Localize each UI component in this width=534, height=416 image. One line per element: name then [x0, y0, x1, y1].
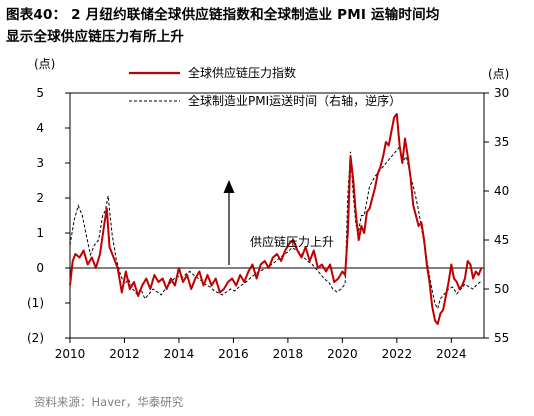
chart-title: 图表40： 2 月纽约联储全球供应链指数和全球制造业 PMI 运输时间均 显示全… — [6, 4, 530, 48]
right-tick-label: 30 — [494, 86, 509, 100]
left-tick-label: 2 — [36, 191, 44, 205]
left-tick-label: (1) — [27, 296, 44, 310]
chart-title-line1: 图表40： 2 月纽约联储全球供应链指数和全球制造业 PMI 运输时间均 — [6, 7, 440, 23]
legend: 全球供应链压力指数 全球制造业PMI运送时间（右轴，逆序） — [129, 65, 401, 108]
series-lines — [69, 113, 483, 325]
right-tick-label: 55 — [494, 331, 509, 345]
left-tick-label: 4 — [36, 121, 44, 135]
x-tick-label: 2022 — [382, 347, 413, 361]
x-tick-label: 2024 — [436, 347, 467, 361]
left-tick-label: (2) — [27, 331, 44, 345]
x-tick-label: 2014 — [164, 347, 195, 361]
x-axis-ticks: 2010 2012 2014 2016 2018 2020 2022 2024 — [55, 338, 467, 361]
x-tick-label: 2010 — [55, 347, 86, 361]
annotation-arrow-head — [223, 180, 235, 193]
right-tick-label: 35 — [494, 135, 509, 149]
chart-title-line2: 显示全球供应链压力有所上升 — [6, 29, 185, 45]
right-axis-unit: (点) — [488, 67, 509, 81]
right-tick-label: 50 — [494, 282, 509, 296]
right-axis-ticks: 30 35 40 45 50 55 — [484, 86, 509, 345]
legend-label-pmi: 全球制造业PMI运送时间（右轴，逆序） — [188, 93, 401, 108]
right-tick-label: 40 — [494, 184, 509, 198]
left-tick-label: 3 — [36, 156, 44, 170]
series-line-gscpi — [69, 113, 483, 325]
source-note: 资料来源：Haver，华泰研究 — [34, 395, 184, 409]
x-tick-label: 2016 — [218, 347, 249, 361]
left-axis-unit: (点) — [34, 57, 55, 71]
annotation-group: 供应链压力上升 — [223, 180, 334, 265]
left-tick-label: 5 — [36, 86, 44, 100]
left-tick-label: 1 — [36, 226, 44, 240]
right-tick-label: 45 — [494, 233, 509, 247]
x-tick-label: 2018 — [273, 347, 304, 361]
x-tick-label: 2012 — [109, 347, 140, 361]
left-axis-ticks: 5 4 3 2 1 0 (1) (2) — [27, 86, 70, 345]
x-tick-label: 2020 — [327, 347, 358, 361]
left-tick-label: 0 — [36, 261, 44, 275]
legend-label-gscpi: 全球供应链压力指数 — [188, 65, 296, 80]
annotation-label: 供应链压力上升 — [250, 234, 334, 249]
